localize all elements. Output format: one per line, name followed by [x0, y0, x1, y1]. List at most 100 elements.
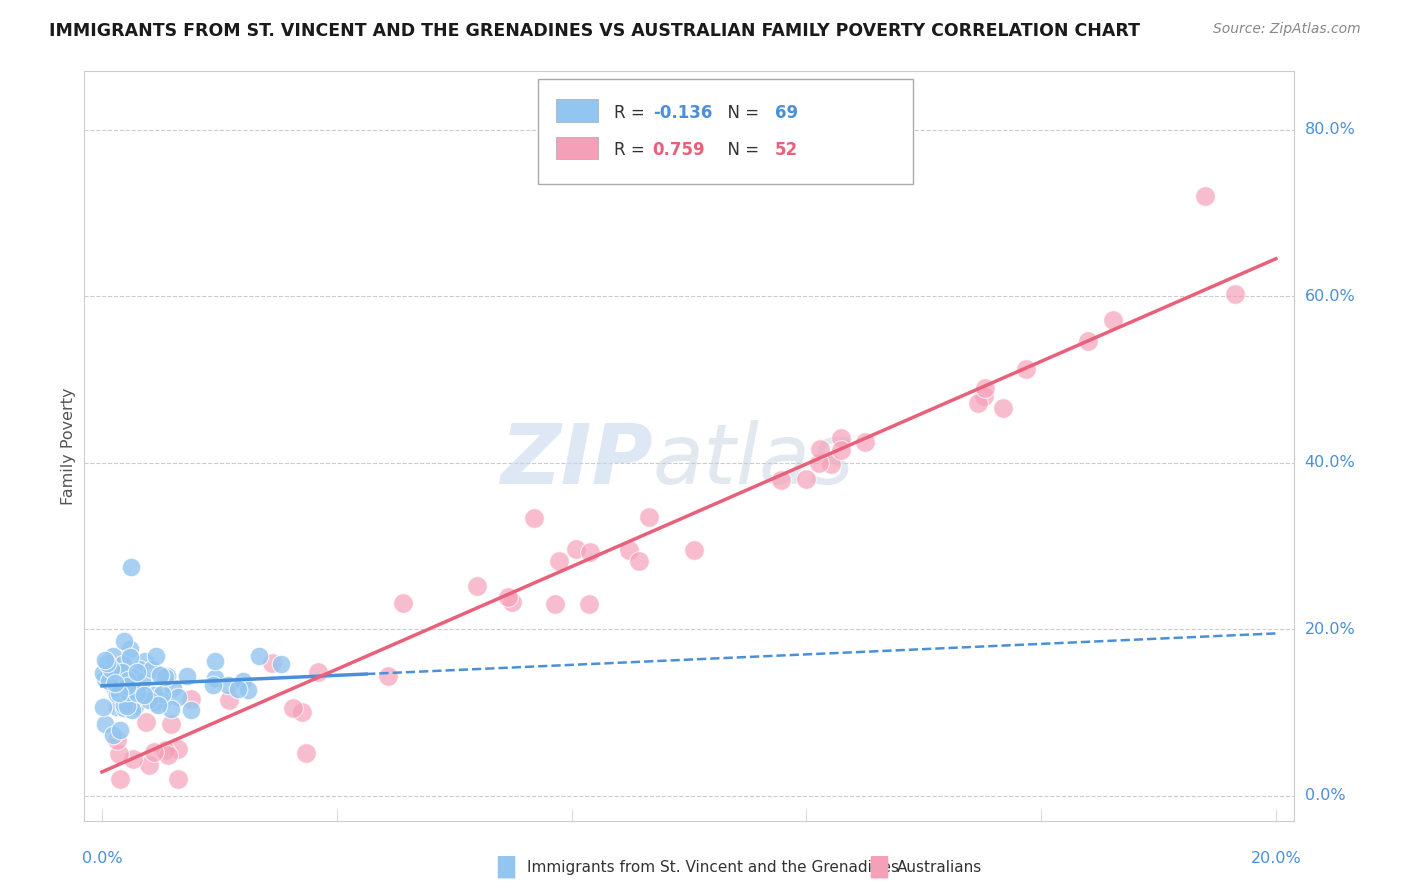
Point [120, 642, 142, 657]
Point [262, 657, 284, 671]
Point [150, 688, 173, 702]
Point [967, 396, 990, 410]
Point [101, 649, 124, 664]
Point [544, 597, 567, 611]
Point [134, 654, 156, 668]
Point [112, 698, 135, 712]
Point [96, 656, 118, 670]
Text: -0.136: -0.136 [652, 103, 711, 121]
Point [94, 673, 117, 687]
Point [167, 690, 190, 705]
Point [565, 541, 588, 556]
Point [118, 682, 141, 697]
Point [1194, 189, 1216, 203]
Point [110, 772, 132, 786]
Point [146, 698, 169, 712]
Point [217, 678, 239, 692]
Text: R =: R = [614, 103, 650, 121]
Point [135, 715, 157, 730]
Point [159, 702, 181, 716]
Point [820, 457, 842, 471]
Point [808, 457, 831, 471]
Point [627, 553, 650, 567]
Point [247, 649, 270, 664]
Point [91, 665, 114, 680]
Point [125, 690, 148, 705]
Point [141, 662, 163, 676]
Point [117, 685, 139, 699]
Point [114, 701, 136, 715]
Point [270, 657, 292, 671]
Text: 60.0%: 60.0% [1305, 289, 1355, 303]
Text: 0.759: 0.759 [652, 141, 706, 159]
Point [619, 542, 641, 557]
Point [107, 658, 129, 673]
Point [180, 703, 202, 717]
Point [117, 673, 139, 688]
Point [120, 559, 142, 574]
Point [794, 472, 817, 486]
Text: N =: N = [717, 141, 763, 159]
FancyBboxPatch shape [538, 78, 912, 184]
Point [291, 705, 314, 719]
Text: Immigrants from St. Vincent and the Grenadines: Immigrants from St. Vincent and the Gren… [527, 860, 900, 874]
Point [808, 442, 831, 456]
Point [108, 723, 131, 737]
Text: R =: R = [614, 141, 650, 159]
Point [853, 435, 876, 450]
Point [145, 696, 167, 710]
Point [830, 443, 852, 458]
Point [103, 676, 125, 690]
Point [157, 747, 180, 762]
Point [392, 596, 415, 610]
Point [142, 689, 165, 703]
Point [1015, 362, 1038, 376]
Point [115, 680, 138, 694]
FancyBboxPatch shape [555, 136, 599, 159]
Point [638, 510, 661, 524]
Point [149, 667, 172, 681]
Point [1077, 334, 1099, 348]
Point [232, 674, 254, 689]
Point [578, 545, 600, 559]
Point [153, 742, 176, 756]
Point [94, 716, 117, 731]
Point [134, 688, 156, 702]
Text: IMMIGRANTS FROM ST. VINCENT AND THE GRENADINES VS AUSTRALIAN FAMILY POVERTY CORR: IMMIGRANTS FROM ST. VINCENT AND THE GREN… [49, 22, 1140, 40]
Point [91, 699, 114, 714]
Text: 0.0%: 0.0% [1305, 789, 1346, 803]
Text: █: █ [870, 855, 887, 879]
Point [138, 692, 160, 706]
Point [162, 681, 184, 696]
Point [138, 758, 160, 772]
Text: 80.0%: 80.0% [1305, 122, 1355, 137]
Text: ZIP: ZIP [501, 420, 652, 501]
Point [769, 473, 792, 487]
Point [122, 752, 145, 766]
Point [973, 389, 995, 403]
Point [226, 681, 249, 696]
Point [121, 703, 143, 717]
Point [112, 633, 135, 648]
Point [127, 681, 149, 695]
Point [307, 665, 329, 679]
Point [204, 671, 226, 685]
FancyBboxPatch shape [555, 99, 599, 121]
Point [93, 653, 115, 667]
Point [167, 772, 190, 786]
Point [281, 700, 304, 714]
Text: 40.0%: 40.0% [1305, 455, 1355, 470]
Point [122, 685, 145, 699]
Point [578, 597, 600, 611]
Point [105, 687, 128, 701]
Point [120, 650, 142, 665]
Point [100, 662, 122, 676]
Text: atlas: atlas [652, 420, 855, 501]
Text: 20.0%: 20.0% [1250, 851, 1302, 866]
Point [97, 674, 120, 689]
Text: 69: 69 [775, 103, 799, 121]
Point [150, 694, 173, 708]
Point [107, 747, 129, 762]
Point [145, 648, 167, 663]
Text: Source: ZipAtlas.com: Source: ZipAtlas.com [1213, 22, 1361, 37]
